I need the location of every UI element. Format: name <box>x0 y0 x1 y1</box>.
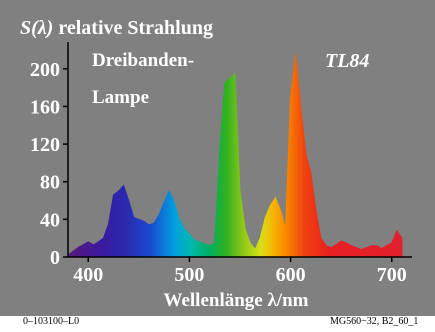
annotation-line-2: Lampe <box>92 87 149 108</box>
x-tick-label: 700 <box>377 264 407 286</box>
footer-left-code: 0–103100–L0 <box>23 316 79 327</box>
y-tick-label: 160 <box>30 96 60 118</box>
chart-panel <box>0 0 435 316</box>
y-tick-label: 80 <box>40 172 60 194</box>
x-tick-label: 600 <box>276 264 306 286</box>
title-symbol: S(λ) <box>20 17 53 39</box>
x-axis-label: Wellenlänge λ/nm <box>164 290 309 311</box>
lamp-type-label: TL84 <box>325 50 369 72</box>
annotation-line-1: Dreibanden- <box>92 50 194 71</box>
y-tick-label: 200 <box>30 59 60 81</box>
footer-right-code: MG560−32, B2_60_1 <box>330 316 418 327</box>
y-tick-label: 40 <box>40 209 60 231</box>
x-tick-label: 500 <box>174 264 204 286</box>
x-tick-label: 400 <box>73 264 103 286</box>
y-tick-label: 0 <box>50 247 60 269</box>
title-text: relative Strahlung <box>53 17 213 39</box>
chart-title: S(λ) relative Strahlung <box>20 17 213 39</box>
y-tick-label: 120 <box>30 134 60 156</box>
spectrum-chart: S(λ) relative Strahlung Dreibanden- Lamp… <box>0 0 435 316</box>
